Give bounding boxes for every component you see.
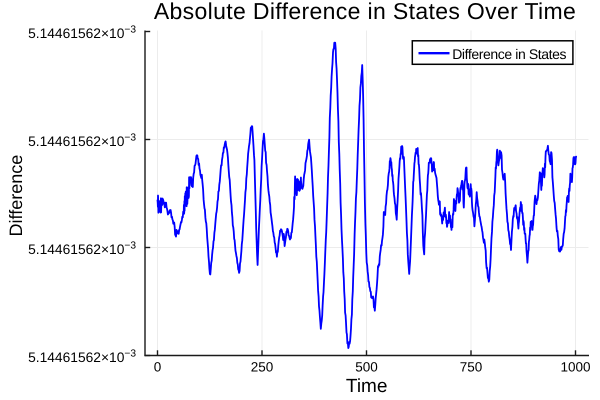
svg-text:1000: 1000: [560, 360, 590, 375]
svg-text:750: 750: [460, 360, 483, 375]
svg-text:Time: Time: [346, 376, 388, 397]
svg-text:5.14461562×10−3: 5.14461562×10−3: [28, 132, 136, 149]
svg-text:5.14461562×10−3: 5.14461562×10−3: [28, 240, 136, 256]
svg-text:Difference: Difference: [6, 155, 26, 237]
svg-text:Difference in States: Difference in States: [452, 46, 566, 62]
svg-text:Absolute Difference in States: Absolute Difference in States Over Time: [154, 0, 576, 24]
svg-text:0: 0: [154, 360, 162, 375]
svg-text:5.14461562×10−3: 5.14461562×10−3: [28, 348, 136, 365]
svg-text:500: 500: [355, 360, 378, 375]
svg-text:250: 250: [251, 360, 274, 375]
svg-text:5.14461562×10−3: 5.14461562×10−3: [28, 24, 136, 41]
